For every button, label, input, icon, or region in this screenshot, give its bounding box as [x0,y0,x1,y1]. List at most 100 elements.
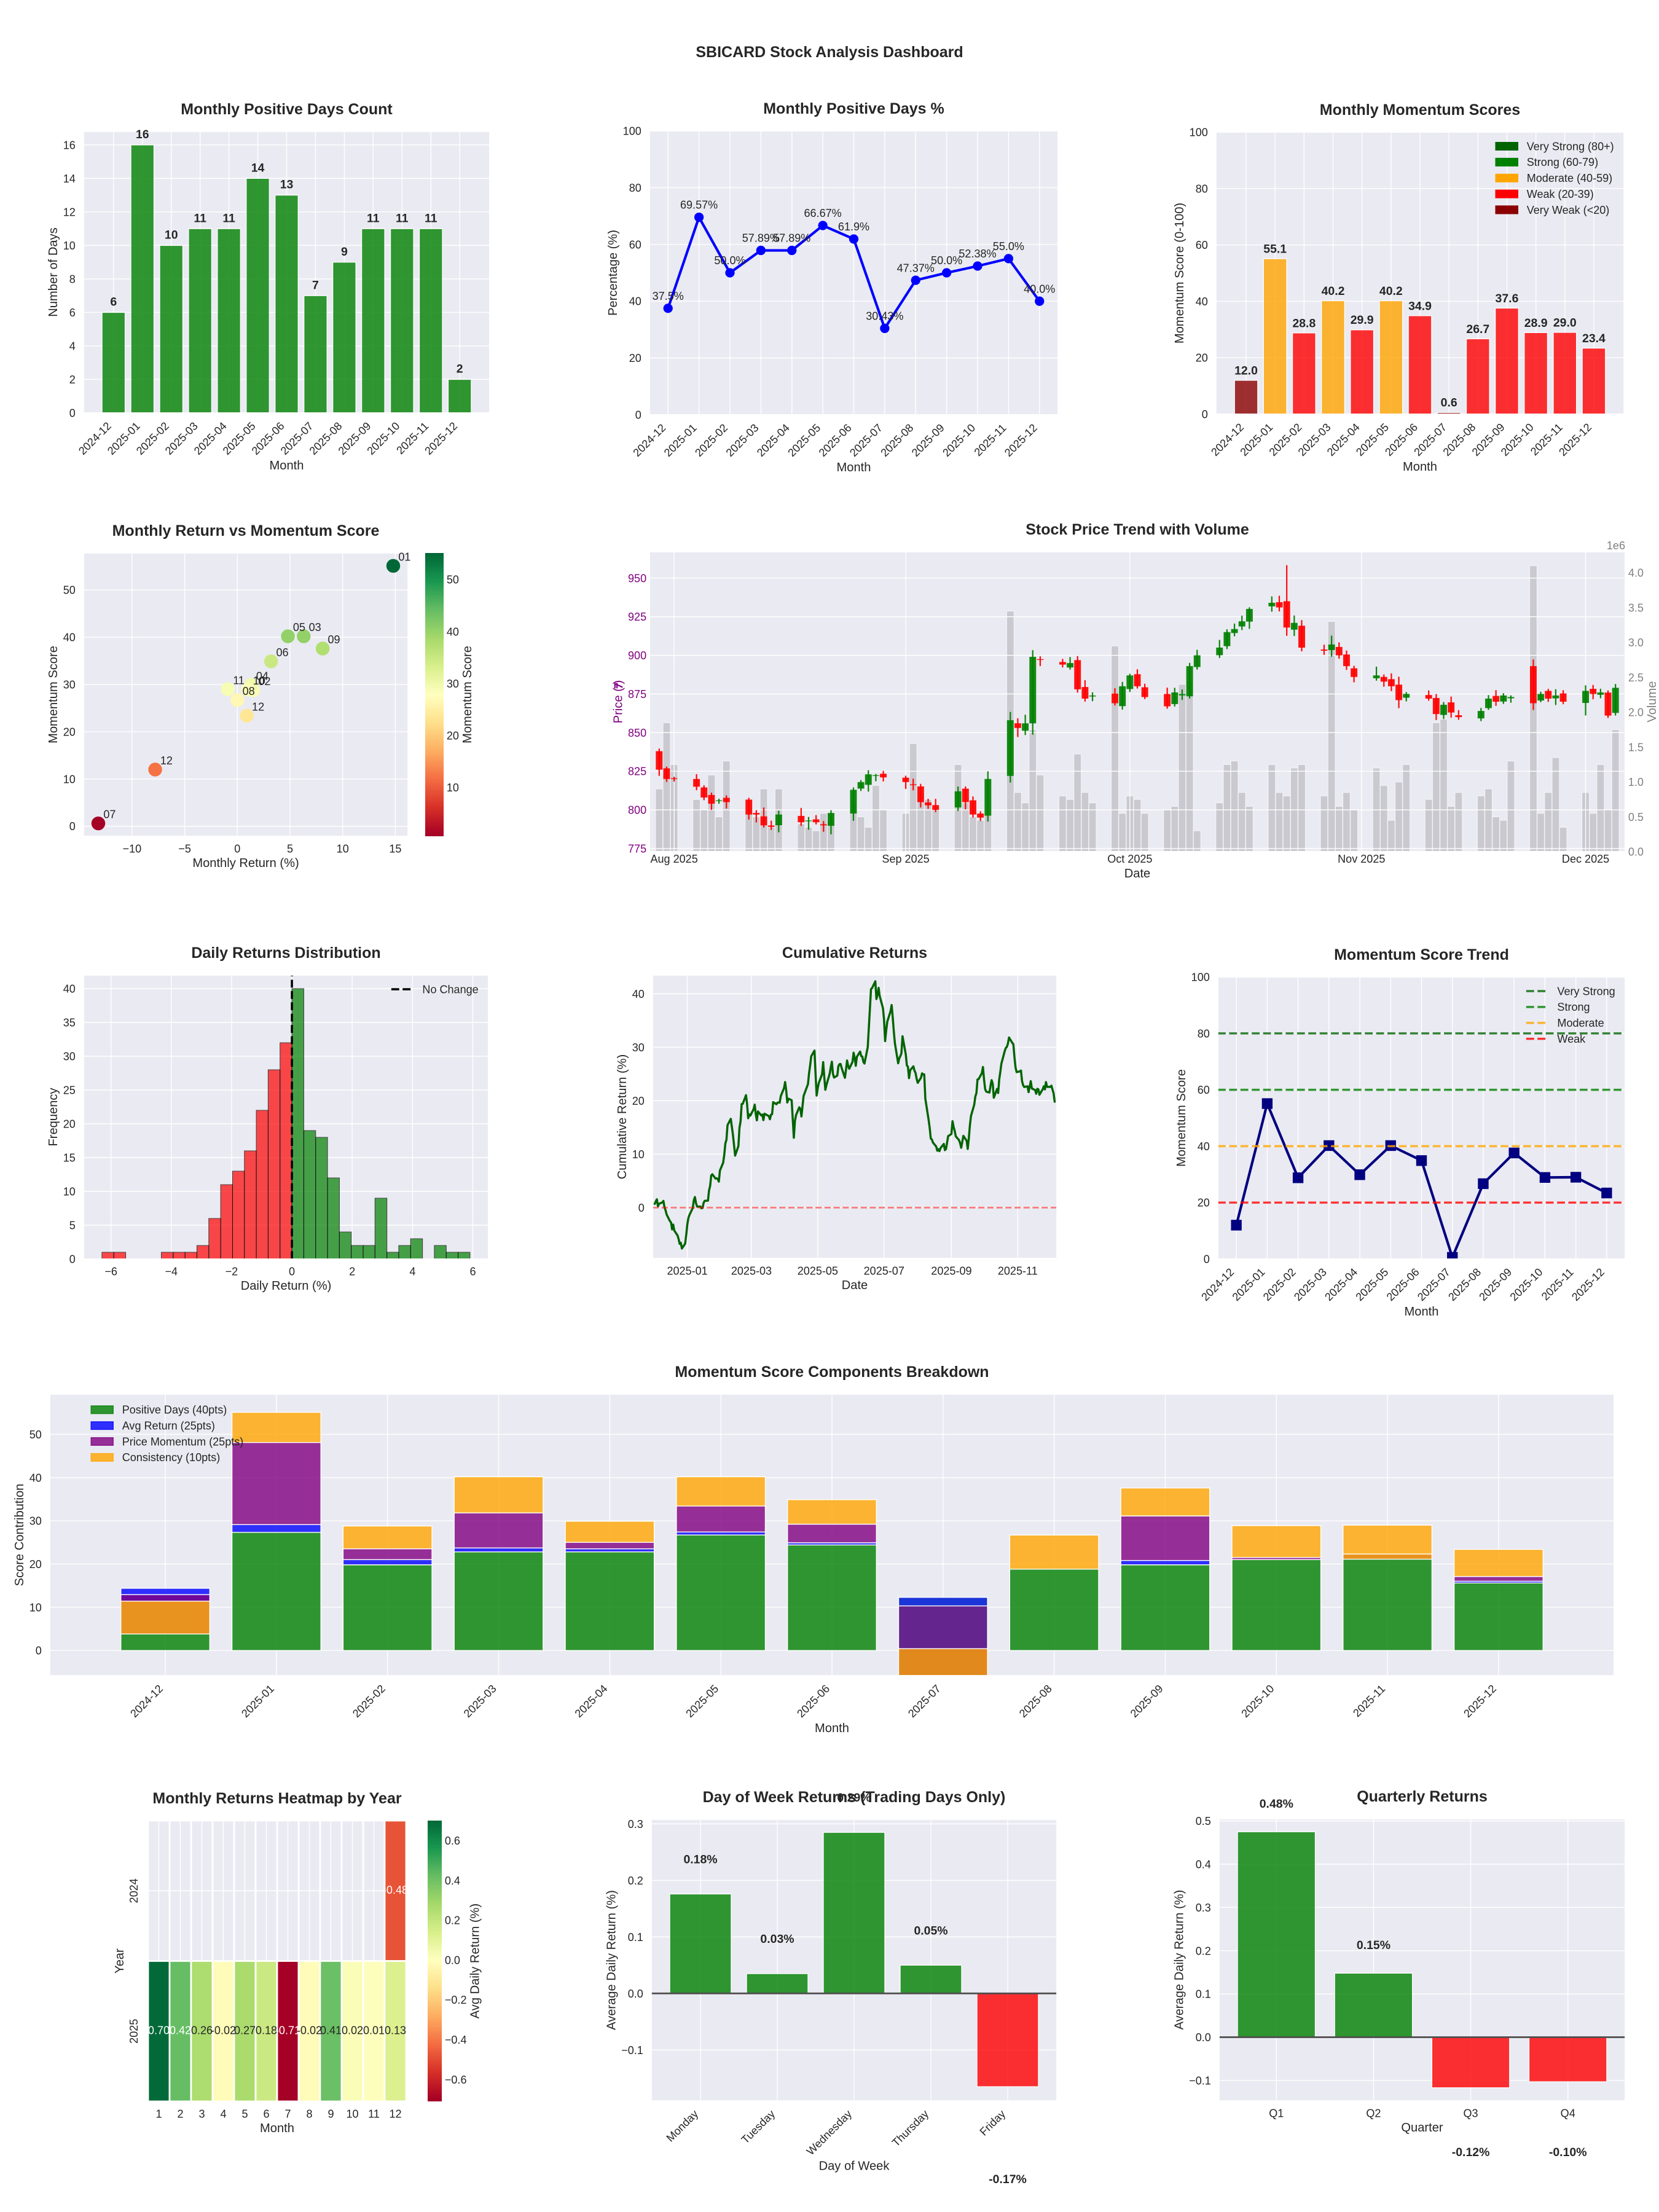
svg-text:8: 8 [306,2108,312,2120]
svg-text:50: 50 [29,1429,42,1441]
svg-text:1e6: 1e6 [1607,539,1625,552]
svg-text:Month: Month [1403,460,1437,474]
svg-text:12: 12 [389,2108,401,2120]
svg-text:40: 40 [63,983,76,995]
svg-text:20: 20 [1196,352,1208,364]
svg-text:1: 1 [155,2108,162,2120]
svg-text:Average Daily Return (%): Average Daily Return (%) [1172,1890,1186,2030]
svg-text:0.02: 0.02 [342,2024,363,2036]
svg-text:40: 40 [1198,1140,1210,1153]
svg-text:10: 10 [253,675,265,687]
svg-text:0: 0 [1204,1253,1210,1266]
svg-text:2024: 2024 [128,1878,140,1903]
svg-text:Moderate: Moderate [1557,1017,1604,1029]
svg-text:Cumulative Return (%): Cumulative Return (%) [616,1054,629,1180]
svg-text:47.37%: 47.37% [897,262,935,274]
svg-text:Momentum Score Trend: Momentum Score Trend [1334,946,1509,963]
svg-text:0.0: 0.0 [1628,846,1644,858]
svg-text:−2: −2 [226,1265,238,1277]
svg-text:SBICARD Stock Analysis Dashboa: SBICARD Stock Analysis Dashboard [696,44,963,61]
svg-text:20: 20 [29,1558,42,1571]
svg-text:Frequency: Frequency [47,1088,60,1147]
svg-text:4: 4 [409,1265,415,1277]
svg-text:Date: Date [1124,867,1151,880]
svg-text:12: 12 [63,206,76,218]
svg-text:11: 11 [222,211,235,225]
svg-text:0.6: 0.6 [1441,396,1457,410]
svg-text:Monthly Return (%): Monthly Return (%) [192,857,299,870]
svg-text:6: 6 [263,2108,269,2120]
svg-text:23.4: 23.4 [1582,332,1606,345]
svg-text:20: 20 [447,729,459,742]
svg-text:0: 0 [289,1265,295,1277]
svg-text:0.29%: 0.29% [837,1791,871,1805]
svg-text:4: 4 [69,340,76,352]
svg-text:80: 80 [1198,1027,1210,1040]
svg-text:0: 0 [36,1645,42,1657]
svg-text:3.5: 3.5 [1628,602,1644,614]
svg-text:Day of Week Returns (Trading D: Day of Week Returns (Trading Days Only) [703,1789,1006,1806]
svg-text:2025-07: 2025-07 [864,1265,904,1277]
svg-text:50: 50 [447,574,459,586]
svg-text:800: 800 [628,804,646,817]
svg-text:Very Strong (80+): Very Strong (80+) [1527,140,1614,152]
svg-text:0.27: 0.27 [234,2024,256,2036]
svg-text:0.5: 0.5 [1196,1815,1211,1827]
svg-text:30: 30 [63,679,76,691]
svg-text:15: 15 [389,842,401,855]
svg-text:3.0: 3.0 [1628,637,1644,649]
svg-text:4: 4 [220,2108,226,2120]
svg-text:Q4: Q4 [1561,2107,1575,2119]
svg-text:Monthly Positive Days %: Monthly Positive Days % [763,100,944,117]
svg-text:−5: −5 [178,842,191,855]
svg-text:825: 825 [628,766,646,778]
svg-text:30.43%: 30.43% [866,310,903,323]
svg-text:10: 10 [63,240,76,252]
svg-text:850: 850 [628,727,646,739]
svg-text:Q3: Q3 [1464,2107,1478,2119]
svg-text:02: 02 [258,675,270,688]
svg-text:30: 30 [63,1051,76,1063]
svg-text:61.9%: 61.9% [838,221,869,233]
svg-text:9: 9 [341,245,348,259]
svg-text:01: 01 [398,551,410,563]
svg-text:20: 20 [629,352,641,364]
svg-text:Monthly Momentum Scores: Monthly Momentum Scores [1320,101,1520,119]
svg-text:Momentum Score: Momentum Score [47,646,60,743]
svg-text:11: 11 [368,2108,380,2120]
svg-text:0: 0 [635,409,641,422]
svg-text:0: 0 [69,1253,76,1266]
svg-text:−0.1: −0.1 [1189,2074,1211,2087]
svg-text:0.26: 0.26 [191,2024,213,2036]
svg-text:100: 100 [623,125,641,138]
svg-text:30: 30 [447,678,459,690]
svg-text:10: 10 [165,229,178,242]
svg-text:Momentum Score (0-100): Momentum Score (0-100) [1173,203,1186,343]
svg-text:12: 12 [160,755,173,767]
svg-text:Dec 2025: Dec 2025 [1562,853,1609,865]
svg-text:0.4: 0.4 [1196,1858,1211,1870]
svg-text:5: 5 [69,1220,76,1232]
svg-text:Date: Date [842,1279,868,1292]
svg-text:Monthly Positive Days Count: Monthly Positive Days Count [181,101,393,118]
svg-text:Average Daily Return (%): Average Daily Return (%) [605,1890,618,2030]
svg-text:0: 0 [638,1202,645,1214]
svg-text:0: 0 [69,820,76,833]
svg-text:−0.2: −0.2 [445,1994,467,2006]
svg-text:0: 0 [69,407,76,420]
svg-text:09: 09 [327,633,340,646]
svg-text:-0.10%: -0.10% [1549,2146,1587,2159]
svg-text:Day of Week: Day of Week [819,2159,890,2173]
svg-text:Month: Month [837,461,871,474]
svg-text:0.0: 0.0 [445,1954,460,1966]
svg-text:Q1: Q1 [1269,2107,1284,2119]
svg-text:40: 40 [447,626,459,638]
svg-text:4.0: 4.0 [1628,567,1644,579]
svg-text:Oct 2025: Oct 2025 [1107,853,1152,865]
svg-text:37.6: 37.6 [1496,292,1519,305]
svg-text:28.8: 28.8 [1292,316,1316,330]
svg-text:28.9: 28.9 [1524,316,1548,330]
svg-text:−6: −6 [104,1265,117,1277]
svg-text:−0.1: −0.1 [621,2044,643,2057]
svg-text:30: 30 [632,1041,645,1054]
